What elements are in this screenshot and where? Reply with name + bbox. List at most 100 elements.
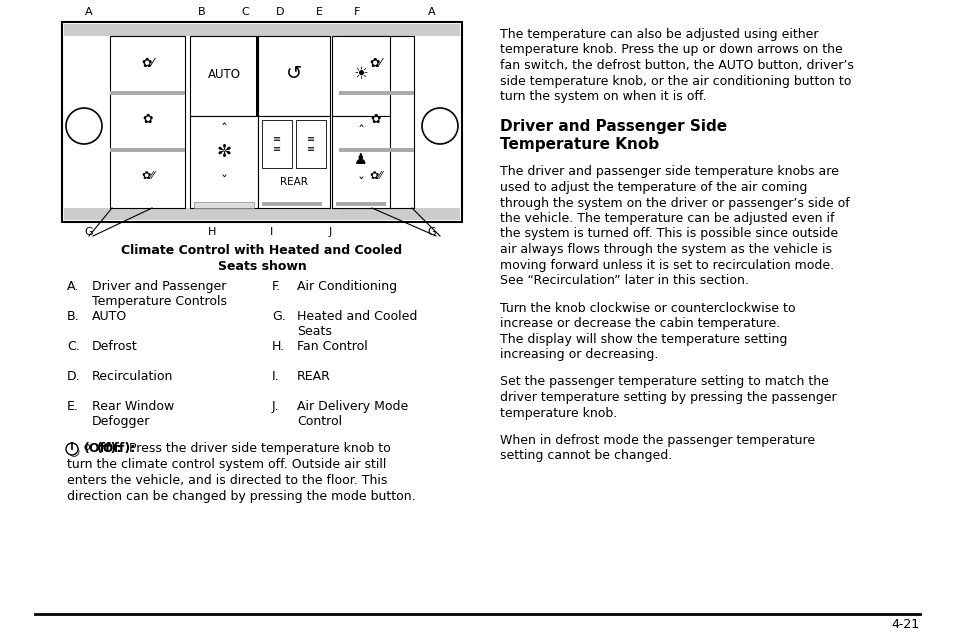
Bar [110,148,185,152]
Text: increase or decrease the cabin temperature.: increase or decrease the cabin temperatu… [499,317,780,330]
Bar [335,202,386,206]
Text: E.: E. [67,400,79,413]
Text: C: C [241,7,249,17]
Text: B: B [198,7,206,17]
Text: I.: I. [272,370,279,383]
Text: ✿⁄⁄: ✿⁄⁄ [369,171,382,181]
Text: enters the vehicle, and is directed to the floor. This: enters the vehicle, and is directed to t… [67,474,387,487]
Text: ♟: ♟ [354,152,368,168]
Text: See “Recirculation” later in this section.: See “Recirculation” later in this sectio… [499,274,748,287]
Bar [262,120,292,168]
Text: F.: F. [272,280,281,293]
Text: J: J [328,227,332,237]
Bar [338,148,414,152]
Text: air always flows through the system as the vehicle is: air always flows through the system as t… [499,243,831,256]
Text: ☀: ☀ [354,65,368,83]
Text: J.: J. [272,400,279,413]
Text: AUTO: AUTO [91,310,127,323]
Text: increasing or decreasing.: increasing or decreasing. [499,348,658,361]
Text: H.: H. [272,340,285,353]
Text: The driver and passenger side temperature knobs are: The driver and passenger side temperatur… [499,165,838,179]
Text: moving forward unless it is set to recirculation mode.: moving forward unless it is set to recir… [499,258,833,272]
Text: G.: G. [272,310,286,323]
Text: Air Delivery Mode
Control: Air Delivery Mode Control [296,400,408,428]
Text: AUTO: AUTO [208,68,240,80]
Text: (Off):: (Off): [84,442,122,455]
Text: G: G [427,227,436,237]
Text: A: A [428,7,436,17]
Text: A.: A. [67,280,79,293]
Text: D: D [275,7,284,17]
Bar [193,202,253,208]
Text: F: F [354,7,360,17]
Text: ≡
≡: ≡ ≡ [307,134,314,154]
Text: I: I [270,227,274,237]
Bar [332,116,390,208]
Text: C.: C. [67,340,80,353]
Text: temperature knob.: temperature knob. [499,406,617,420]
Circle shape [66,443,78,455]
Text: ≡
≡: ≡ ≡ [273,134,281,154]
Text: G: G [85,227,93,237]
Text: Fan Control: Fan Control [296,340,367,353]
Text: Air Conditioning: Air Conditioning [296,280,396,293]
Text: B.: B. [67,310,79,323]
Bar [62,22,461,222]
Circle shape [66,108,102,144]
Text: 4-21: 4-21 [891,618,919,631]
Bar [257,116,330,208]
Text: ˆ: ˆ [220,123,227,137]
Text: H: H [208,227,216,237]
Text: the system is turned off. This is possible since outside: the system is turned off. This is possib… [499,228,838,241]
Text: Seats shown: Seats shown [217,260,306,273]
Bar [255,36,257,116]
Text: ⚪ (Off):: ⚪ (Off): [82,442,135,455]
Text: fan switch, the defrost button, the AUTO button, driver’s: fan switch, the defrost button, the AUTO… [499,59,853,72]
Bar [64,24,459,36]
Text: ↺: ↺ [286,64,302,84]
Text: E: E [315,7,322,17]
Text: side temperature knob, or the air conditioning button to: side temperature knob, or the air condit… [499,75,850,87]
Bar [338,36,414,208]
Text: ✼: ✼ [216,143,232,161]
Bar [262,202,322,206]
Text: Defrost: Defrost [91,340,137,353]
Text: The temperature can also be adjusted using either: The temperature can also be adjusted usi… [499,28,818,41]
Text: Set the passenger temperature setting to match the: Set the passenger temperature setting to… [499,376,828,389]
Text: through the system on the driver or passenger’s side of: through the system on the driver or pass… [499,197,849,209]
Text: ˇ: ˇ [220,175,227,189]
Bar [332,36,390,116]
Text: setting cannot be changed.: setting cannot be changed. [499,450,672,463]
Text: turn the climate control system off. Outside air still: turn the climate control system off. Out… [67,458,386,471]
Text: Turn the knob clockwise or counterclockwise to: Turn the knob clockwise or counterclockw… [499,302,795,315]
Text: used to adjust the temperature of the air coming: used to adjust the temperature of the ai… [499,181,806,194]
Bar [64,208,459,220]
Text: REAR: REAR [280,177,308,187]
Text: turn the system on when it is off.: turn the system on when it is off. [499,90,706,103]
Text: A: A [85,7,92,17]
Text: ✿: ✿ [143,112,153,126]
Text: ✿: ✿ [371,112,381,126]
Text: When in defrost mode the passenger temperature: When in defrost mode the passenger tempe… [499,434,814,447]
Text: Press the driver side temperature knob to: Press the driver side temperature knob t… [129,442,391,455]
Text: Heated and Cooled
Seats: Heated and Cooled Seats [296,310,416,338]
Text: REAR: REAR [296,370,331,383]
Bar [338,91,414,95]
Text: Driver and Passenger Side: Driver and Passenger Side [499,119,726,135]
Text: Temperature Knob: Temperature Knob [499,138,659,152]
Bar [190,116,257,208]
Bar [190,36,257,116]
Text: ✿⁄: ✿⁄ [370,57,382,70]
Text: the vehicle. The temperature can be adjusted even if: the vehicle. The temperature can be adju… [499,212,834,225]
Text: D.: D. [67,370,81,383]
Text: direction can be changed by pressing the mode button.: direction can be changed by pressing the… [67,490,416,503]
Bar [110,91,185,95]
Text: Rear Window
Defogger: Rear Window Defogger [91,400,174,428]
Text: ✿⁄⁄: ✿⁄⁄ [141,171,154,181]
Circle shape [421,108,457,144]
Text: temperature knob. Press the up or down arrows on the: temperature knob. Press the up or down a… [499,43,841,57]
Text: Recirculation: Recirculation [91,370,173,383]
Bar [295,120,326,168]
Bar [110,36,185,208]
Bar [257,36,330,116]
